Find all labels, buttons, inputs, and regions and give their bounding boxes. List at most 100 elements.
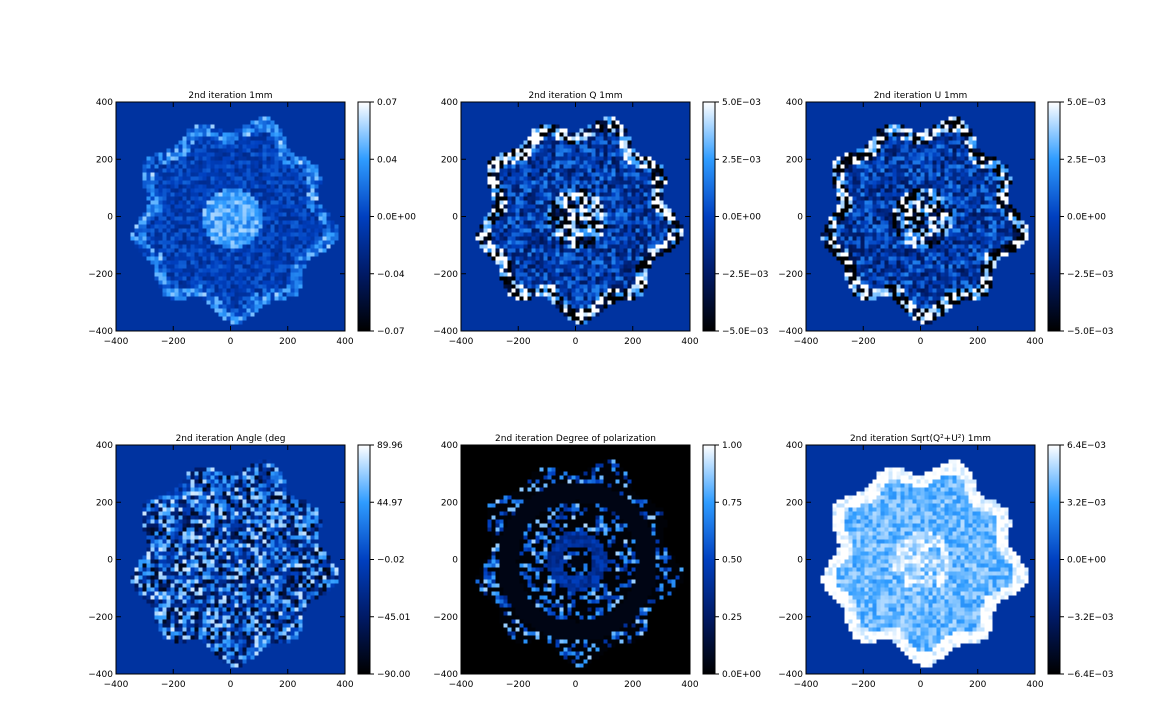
x-tick-label: −200: [161, 337, 186, 347]
y-tick-label: 200: [441, 498, 458, 508]
colorbar-tick-label: 0.07: [377, 98, 397, 108]
y-tick-label: −200: [88, 613, 113, 623]
x-tick-label: −400: [104, 337, 129, 347]
chart-title: 2nd iteration U 1mm: [874, 91, 968, 101]
x-tick-label: 400: [1026, 680, 1043, 690]
y-tick-label: −400: [778, 670, 803, 680]
x-tick-label: 0: [228, 337, 234, 347]
colorbar: [357, 101, 371, 332]
colorbar-tick-label: 0.0E+00: [722, 670, 761, 680]
colorbar-tick-label: 0.0E+00: [1067, 556, 1106, 566]
x-tick-label: −400: [449, 337, 474, 347]
y-tick-label: −400: [433, 327, 458, 337]
x-tick-label: 400: [681, 337, 698, 347]
colorbar-tick-label: −5.0E−03: [1067, 327, 1114, 337]
x-tick-label: 400: [336, 680, 353, 690]
chart-title: 2nd iteration Q 1mm: [528, 91, 622, 101]
x-tick-label: −400: [794, 680, 819, 690]
y-tick-label: 400: [96, 98, 113, 108]
x-tick-label: −200: [161, 680, 186, 690]
colorbar-tick-label: 0.04: [377, 155, 397, 165]
image-map: [820, 116, 1029, 325]
colorbar: [702, 101, 716, 332]
colorbar-tick-label: −90.00: [377, 670, 411, 680]
y-tick-label: 200: [96, 155, 113, 165]
y-tick-label: 400: [96, 441, 113, 451]
panel-2: 2nd iteration Q 1mm −400 −200 0 200 400 −400 −2…: [433, 91, 768, 347]
y-tick-label: 0: [107, 556, 113, 566]
panel-5: 2nd iteration Degree of polarization −400…: [433, 434, 761, 690]
y-tick-label: 400: [441, 441, 458, 451]
y-tick-label: 0: [452, 213, 458, 223]
colorbar-tick-label: −0.07: [377, 327, 405, 337]
y-tick-label: 0: [797, 556, 803, 566]
x-tick-label: −200: [506, 680, 531, 690]
colorbar-tick-label: −5.0E−03: [722, 327, 769, 337]
colorbar-tick-label: 5.0E−03: [722, 98, 761, 108]
y-tick-label: −200: [778, 270, 803, 280]
y-tick-label: 400: [786, 98, 803, 108]
x-tick-label: 200: [624, 680, 641, 690]
image-map: [475, 459, 684, 668]
colorbar-tick-label: 0.25: [722, 613, 742, 623]
colorbar-tick-label: 3.2E−03: [1067, 498, 1106, 508]
panel-3: 2nd iteration U 1mm −400 −200 0 200 400 −400 −2…: [778, 91, 1113, 347]
colorbar-tick-label: 6.4E−03: [1067, 441, 1106, 451]
x-tick-label: 200: [969, 337, 986, 347]
chart-title: 2nd iteration Angle (deg: [176, 434, 286, 444]
y-tick-label: −400: [433, 670, 458, 680]
image-map: [820, 459, 1029, 668]
x-tick-label: 200: [279, 680, 296, 690]
x-tick-label: −400: [104, 680, 129, 690]
x-tick-label: 200: [969, 680, 986, 690]
x-tick-label: 0: [228, 680, 234, 690]
x-tick-label: 400: [336, 337, 353, 347]
y-tick-label: 200: [786, 155, 803, 165]
y-tick-label: 400: [441, 98, 458, 108]
colorbar-tick-label: 44.97: [377, 498, 403, 508]
image-map: [475, 116, 684, 325]
x-tick-label: 0: [573, 680, 579, 690]
x-tick-label: 400: [1026, 337, 1043, 347]
colorbar: [357, 444, 371, 675]
y-tick-label: 0: [797, 213, 803, 223]
y-tick-label: −400: [88, 327, 113, 337]
colorbar-tick-label: 0.50: [722, 556, 742, 566]
colorbar-tick-label: 1.00: [722, 441, 742, 451]
y-tick-label: −200: [433, 270, 458, 280]
y-tick-label: 400: [786, 441, 803, 451]
y-tick-label: −200: [88, 270, 113, 280]
y-tick-label: 0: [107, 213, 113, 223]
panel-4: 2nd iteration Angle (deg −400 −200 0 200 400 −…: [88, 434, 410, 690]
y-tick-label: 0: [452, 556, 458, 566]
colorbar-tick-label: 0.0E+00: [377, 213, 416, 223]
x-tick-label: −200: [851, 680, 876, 690]
chart-title: 2nd iteration 1mm: [188, 91, 272, 101]
y-tick-label: −200: [778, 613, 803, 623]
y-tick-label: −400: [778, 327, 803, 337]
colorbar: [702, 444, 716, 675]
x-tick-label: 200: [624, 337, 641, 347]
x-tick-label: 400: [681, 680, 698, 690]
panel-6: 2nd iteration Sqrt(Q²+U²) 1mm −400 −200 0 20…: [778, 434, 1113, 690]
x-tick-label: −400: [449, 680, 474, 690]
colorbar-tick-label: −2.5E−03: [1067, 270, 1114, 280]
chart-title: 2nd iteration Degree of polarization: [495, 434, 656, 444]
colorbar: [1047, 444, 1061, 675]
colorbar-tick-label: −2.5E−03: [722, 270, 769, 280]
x-tick-label: −200: [851, 337, 876, 347]
colorbar-tick-label: −0.02: [377, 556, 405, 566]
colorbar-tick-label: −0.04: [377, 270, 405, 280]
colorbar-tick-label: 89.96: [377, 441, 403, 451]
y-tick-label: 200: [441, 155, 458, 165]
y-tick-label: −400: [88, 670, 113, 680]
colorbar-tick-label: 5.0E−03: [1067, 98, 1106, 108]
colorbar: [1047, 101, 1061, 332]
x-tick-label: 0: [918, 337, 924, 347]
y-tick-label: 200: [786, 498, 803, 508]
x-tick-label: 0: [573, 337, 579, 347]
colorbar-tick-label: −6.4E−03: [1067, 670, 1114, 680]
colorbar-tick-label: 2.5E−03: [722, 155, 761, 165]
colorbar-tick-label: 0.75: [722, 498, 742, 508]
